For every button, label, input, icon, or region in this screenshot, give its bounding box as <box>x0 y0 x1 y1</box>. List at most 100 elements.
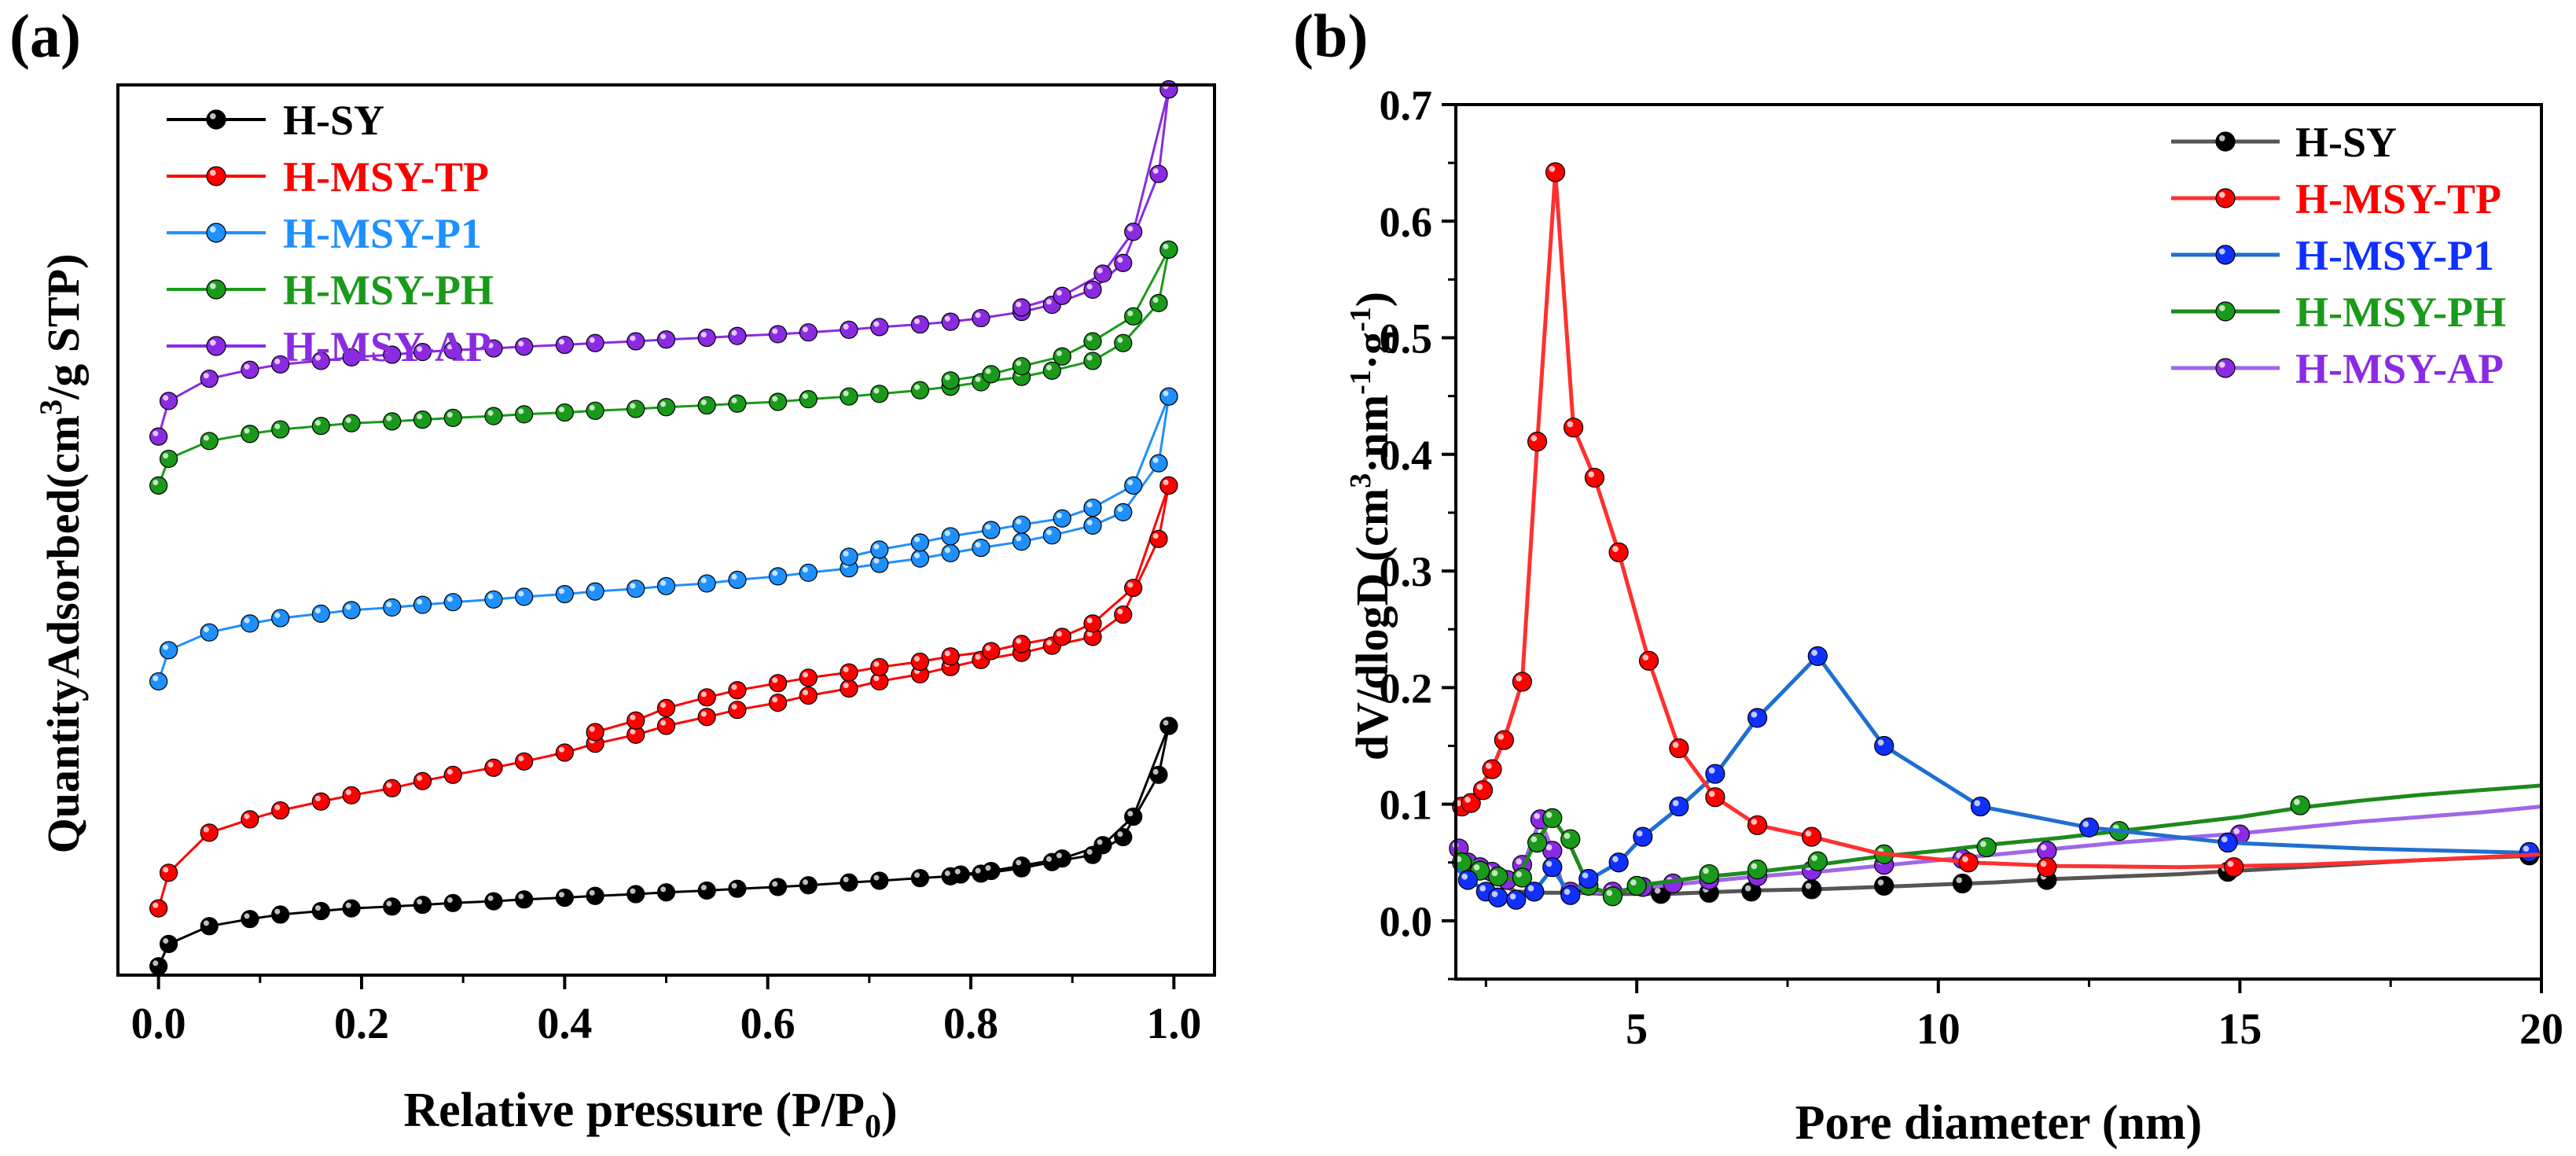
data-point <box>159 449 178 469</box>
data-point <box>241 425 259 444</box>
data-point <box>697 688 716 707</box>
data-point <box>1114 605 1133 624</box>
data-point <box>383 897 402 916</box>
data-point <box>1506 889 1527 910</box>
data-point-body <box>1578 868 1599 889</box>
data-point <box>1494 730 1514 750</box>
data-point-shine <box>1582 872 1589 879</box>
legend-a: H-SY H-MSY-TP H-MSY-P1 H-MSY-PH H-MSY-AP <box>167 97 494 370</box>
data-point-body <box>200 823 219 842</box>
data-point-body <box>515 752 534 771</box>
data-point-body <box>1542 857 1563 878</box>
x-tick-label: 0.8 <box>943 1000 998 1048</box>
legend-item: H-MSY-TP <box>2171 175 2501 223</box>
data-point-shine <box>1751 711 1758 718</box>
data-point-body <box>910 652 930 672</box>
legend-swatch-marker-body <box>206 223 226 243</box>
data-point-body <box>2290 795 2310 815</box>
data-point-body <box>728 326 747 345</box>
data-point-shine <box>1805 830 1812 837</box>
data-point <box>1560 885 1581 905</box>
data-point <box>1669 796 1689 817</box>
data-point-body <box>271 420 290 439</box>
data-point-body <box>159 934 178 953</box>
data-point <box>1012 856 1031 875</box>
data-point-body <box>1626 875 1647 896</box>
legend-b: H-SY H-MSY-TP H-MSY-P1 H-MSY-PH H-MSY-AP <box>2171 119 2506 392</box>
data-point <box>515 890 534 909</box>
data-point <box>555 335 574 355</box>
data-point <box>1524 882 1545 902</box>
y-tick-label: 0.0 <box>1380 898 1433 945</box>
data-point-shine <box>873 676 880 682</box>
data-point-shine <box>203 373 209 379</box>
data-point <box>443 593 462 612</box>
data-point <box>555 888 574 907</box>
y-axis-label-mid: ·nm <box>1347 395 1398 473</box>
data-point <box>159 863 178 882</box>
data-point <box>1638 650 1659 671</box>
data-point-body <box>941 527 960 546</box>
data-point-body <box>728 570 747 589</box>
data-point <box>941 371 960 390</box>
data-point <box>484 590 503 609</box>
data-point <box>311 416 330 436</box>
data-point-shine <box>1877 879 1884 886</box>
data-point-shine <box>802 566 809 573</box>
data-point-body <box>840 873 858 892</box>
data-point-body <box>413 771 432 790</box>
data-point-body <box>982 365 1001 384</box>
data-point <box>656 330 676 349</box>
data-point-body <box>1012 635 1031 653</box>
data-point-body <box>555 743 574 762</box>
data-point-shine <box>1016 860 1022 866</box>
data-point-shine <box>386 348 392 355</box>
data-point <box>342 348 361 366</box>
data-point-body <box>1705 764 1725 784</box>
data-point-shine <box>975 312 981 318</box>
y-tick-label: 0.1 <box>1380 782 1433 829</box>
legend-label: H-MSY-TP <box>2295 175 2501 223</box>
data-point-body <box>1602 886 1623 907</box>
data-point <box>982 861 1001 881</box>
data-point <box>2290 795 2310 815</box>
data-point-shine <box>1612 546 1619 552</box>
data-point <box>1093 264 1112 283</box>
data-point-body <box>1560 885 1581 905</box>
data-point-shine <box>274 804 281 811</box>
y-tick-label: 0.3 <box>1380 548 1433 595</box>
data-point-shine <box>731 704 737 710</box>
data-point <box>515 587 534 606</box>
data-point <box>515 405 534 424</box>
data-point-shine <box>802 672 809 678</box>
data-point-body <box>799 389 818 409</box>
data-point-shine <box>1531 836 1538 843</box>
x-axis-label: Relative pressure (P/P0) <box>403 1084 897 1145</box>
data-point <box>910 652 930 672</box>
data-point-body <box>627 711 645 730</box>
data-point <box>1159 387 1178 406</box>
data-point-body <box>443 893 462 912</box>
data-point-shine <box>518 755 524 761</box>
data-point-shine <box>873 558 880 564</box>
data-point-shine <box>802 393 809 399</box>
data-point-body <box>1976 837 1997 858</box>
data-point-shine <box>1567 421 1574 428</box>
data-point <box>311 792 330 811</box>
data-point-body <box>799 686 818 705</box>
data-point <box>1114 333 1133 352</box>
data-point-body <box>1488 887 1508 907</box>
data-point-shine <box>630 335 636 341</box>
x-tick-label: 15 <box>2218 1005 2262 1054</box>
legend-swatch-marker-shine <box>2218 134 2225 142</box>
data-point-shine <box>944 374 950 381</box>
data-point-body <box>555 403 574 422</box>
data-point-shine <box>2294 799 2300 805</box>
data-point-shine <box>1527 885 1534 892</box>
data-point-body <box>910 315 930 334</box>
data-point-body <box>910 869 930 888</box>
data-point-shine <box>1588 471 1595 478</box>
data-point-body <box>768 674 788 693</box>
data-point-body <box>1970 796 1991 817</box>
